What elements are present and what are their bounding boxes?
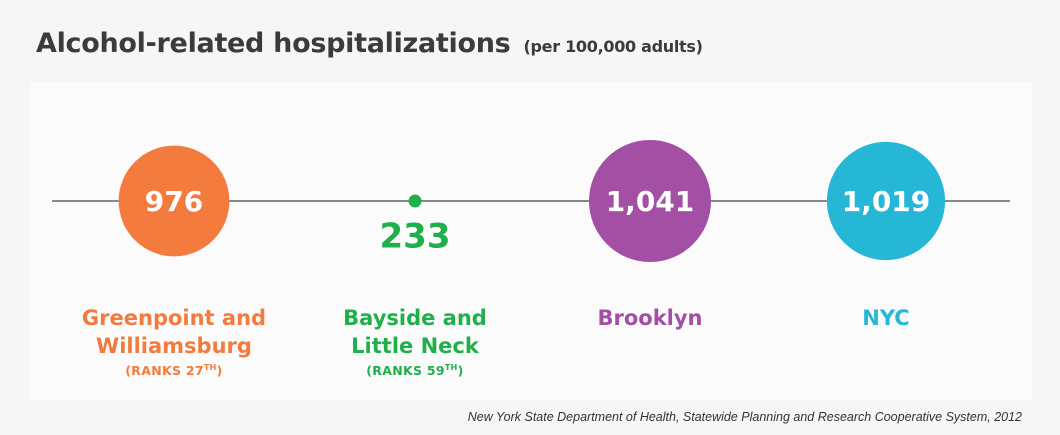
category-label-0-line-0: Greenpoint and	[81, 306, 267, 330]
chart-title: Alcohol-related hospitalizations (per 10…	[36, 28, 703, 59]
bubble-1	[408, 194, 422, 208]
value-label-0: 976	[145, 185, 203, 218]
title-text: Alcohol-related hospitalizations	[36, 28, 511, 59]
category-label-3-line-0: NYC	[862, 306, 910, 330]
bubble-0	[118, 145, 230, 257]
subtitle-text: (per 100,000 adults)	[523, 37, 703, 56]
value-label-1: 233	[380, 216, 451, 256]
bubble-2	[589, 140, 711, 262]
bubble-3	[826, 141, 946, 261]
rank-label-1: (RANKS 59TH)	[366, 363, 464, 379]
category-label-1-line-1: Little Neck	[351, 334, 479, 358]
category-label-0-line-1: Williamsburg	[96, 334, 252, 358]
value-label-3: 1,019	[842, 185, 931, 218]
rank-label-0: (RANKS 27TH)	[125, 363, 223, 379]
category-label-1-line-0: Bayside and	[343, 306, 487, 330]
value-label-2: 1,041	[606, 185, 695, 218]
source-note: New York State Department of Health, Sta…	[467, 410, 1022, 424]
category-label-2-line-0: Brooklyn	[597, 306, 703, 330]
